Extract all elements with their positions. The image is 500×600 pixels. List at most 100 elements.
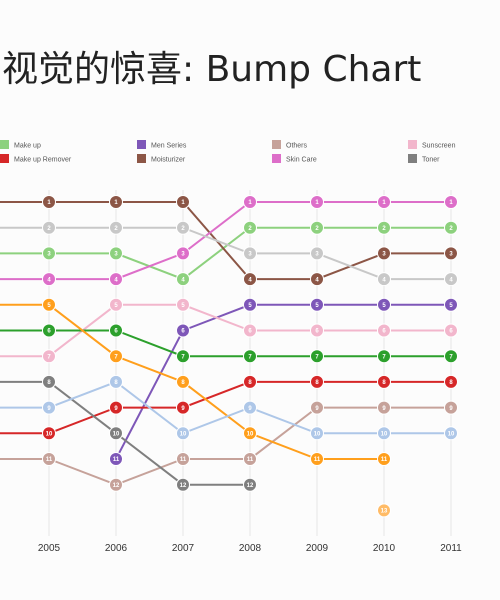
rank-label: 10 xyxy=(180,432,187,438)
rank-marker xyxy=(444,220,458,235)
rank-label: 5 xyxy=(181,303,185,309)
legend-label: Sunscreen xyxy=(422,143,456,150)
rank-marker xyxy=(243,477,257,492)
rank-marker xyxy=(444,349,458,364)
rank-marker xyxy=(109,452,123,466)
rank-label: 2 xyxy=(114,226,118,232)
legend-label: Moisturizer xyxy=(151,157,186,164)
rank-label: 5 xyxy=(382,303,386,309)
rank-label: 3 xyxy=(181,252,185,258)
rank-marker xyxy=(109,195,123,209)
rank-marker xyxy=(42,452,56,466)
rank-marker xyxy=(176,374,190,389)
rank-marker xyxy=(243,246,257,261)
rank-marker xyxy=(109,297,123,312)
rank-label: 4 xyxy=(449,277,453,283)
rank-marker xyxy=(377,452,391,466)
rank-label: 1 xyxy=(315,200,319,206)
rank-marker xyxy=(243,297,257,312)
rank-label: 9 xyxy=(449,406,453,412)
rank-label: 8 xyxy=(248,380,252,386)
rank-marker xyxy=(42,323,56,338)
series-line xyxy=(48,304,384,460)
rank-marker xyxy=(377,297,391,312)
rank-label: 5 xyxy=(47,303,51,309)
rank-label: 5 xyxy=(315,303,319,309)
x-tick-label: 2006 xyxy=(105,543,128,554)
rank-marker xyxy=(243,400,257,415)
rank-label: 4 xyxy=(248,277,252,283)
rank-marker xyxy=(42,400,56,415)
rank-label: 10 xyxy=(113,432,120,438)
rank-marker xyxy=(310,374,324,389)
rank-marker xyxy=(377,374,391,389)
rank-label: 11 xyxy=(113,457,120,463)
legend-label: Make up xyxy=(14,143,41,150)
rank-marker xyxy=(243,426,257,441)
rank-label: 12 xyxy=(247,483,254,489)
rank-label: 4 xyxy=(382,277,386,283)
rank-marker xyxy=(377,400,391,415)
rank-label: 7 xyxy=(47,354,51,360)
rank-marker xyxy=(176,452,190,466)
chart-title: 视觉的惊喜: Bump Chart xyxy=(2,49,422,90)
x-tick-label: 2007 xyxy=(172,543,195,554)
rank-marker xyxy=(310,246,324,261)
legend-label: Make up Remover xyxy=(14,157,72,164)
rank-marker xyxy=(42,374,56,389)
rank-marker xyxy=(176,246,190,261)
series-line xyxy=(48,381,250,486)
rank-label: 10 xyxy=(381,432,388,438)
rank-label: 3 xyxy=(114,252,118,258)
rank-marker xyxy=(243,349,257,364)
rank-marker xyxy=(444,297,458,312)
rank-label: 11 xyxy=(247,457,254,463)
rank-marker xyxy=(310,195,324,209)
rank-marker xyxy=(176,272,190,287)
rank-marker xyxy=(310,426,324,441)
rank-label: 9 xyxy=(114,406,118,412)
rank-marker xyxy=(243,195,257,209)
rank-label: 8 xyxy=(114,380,118,386)
rank-label: 10 xyxy=(247,432,254,438)
rank-marker xyxy=(42,272,56,287)
legend-label: Others xyxy=(286,143,308,150)
legend-label: Men Series xyxy=(151,143,187,150)
rank-marker xyxy=(444,246,458,261)
rank-marker xyxy=(42,349,56,364)
rank-marker xyxy=(243,323,257,338)
rank-marker xyxy=(444,323,458,338)
x-tick-label: 2009 xyxy=(306,543,329,554)
rank-label: 12 xyxy=(113,483,120,489)
rank-label: 5 xyxy=(449,303,453,309)
rank-label: 9 xyxy=(47,406,51,412)
legend-swatch xyxy=(272,154,281,163)
rank-marker xyxy=(444,272,458,287)
rank-marker xyxy=(42,220,56,235)
rank-marker xyxy=(377,195,391,209)
rank-marker xyxy=(109,426,123,441)
rank-label: 6 xyxy=(315,329,319,335)
rank-label: 12 xyxy=(180,483,187,489)
rank-label: 9 xyxy=(382,406,386,412)
rank-label: 10 xyxy=(448,432,455,438)
rank-marker xyxy=(310,297,324,312)
rank-marker xyxy=(109,220,123,235)
rank-marker xyxy=(377,246,391,261)
rank-label: 5 xyxy=(248,303,252,309)
rank-marker xyxy=(109,374,123,389)
rank-marker xyxy=(444,195,458,209)
rank-label: 7 xyxy=(315,354,319,360)
legend: Make up Men Series Others Sunscreen Make up … xyxy=(0,140,456,164)
rank-marker xyxy=(243,272,257,287)
rank-label: 8 xyxy=(315,380,319,386)
rank-marker xyxy=(444,374,458,389)
x-axis: 2005 2006 2007 2008 2009 2010 2011 xyxy=(38,543,462,554)
rank-label: 3 xyxy=(248,252,252,258)
rank-label: 2 xyxy=(382,226,386,232)
rank-marker xyxy=(310,323,324,338)
legend-swatch xyxy=(0,154,9,163)
rank-label: 6 xyxy=(47,329,51,335)
rank-label: 4 xyxy=(181,277,185,283)
